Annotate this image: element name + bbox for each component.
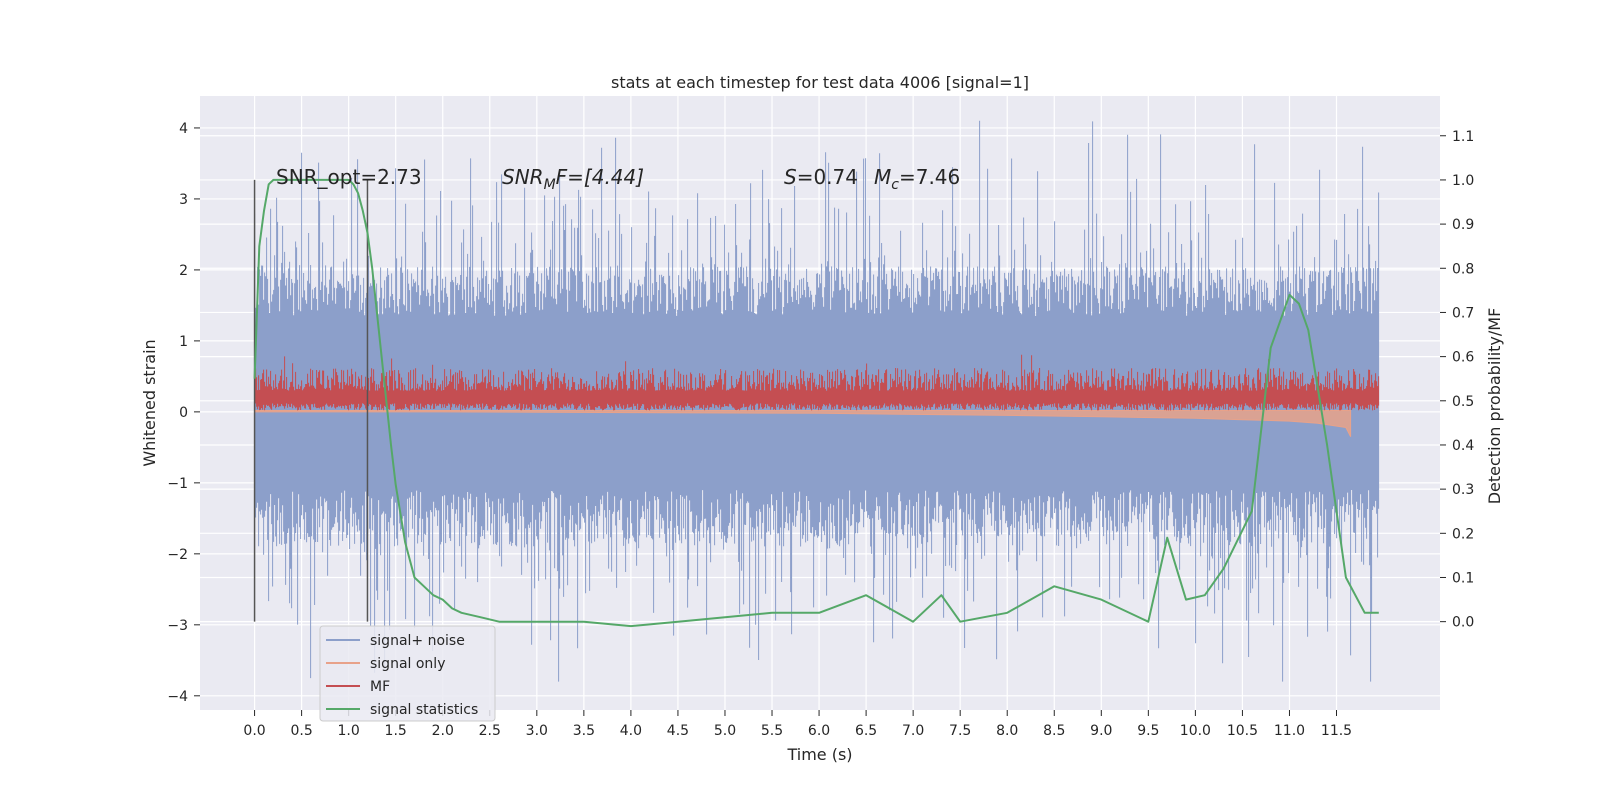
x-axis-label: Time (s)	[786, 745, 852, 764]
chart-title: stats at each timestep for test data 400…	[611, 73, 1029, 92]
y-axis-label: Whitened strain	[140, 339, 159, 466]
y2-tick-label: 1.1	[1452, 129, 1474, 145]
x-tick-label: 4.0	[620, 723, 642, 739]
y-tick-label: 1	[179, 334, 188, 350]
x-ticks: 0.0 0.5 1.0 1.5 2.0 2.5 3.0 3.5 4.0 4.5 5.0 5.5 6.0 6…	[243, 710, 1352, 739]
x-tick-label: 2.0	[432, 723, 454, 739]
x-tick-label: 9.5	[1137, 723, 1159, 739]
y-tick-label: −3	[167, 618, 188, 634]
y2-tick-label: 0.9	[1452, 217, 1474, 233]
x-tick-label: 7.5	[949, 723, 971, 739]
y2-tick-label: 0.2	[1452, 526, 1474, 542]
y2-axis-label: Detection probability/MF	[1485, 308, 1504, 505]
legend-label-signal-noise: signal+ noise	[370, 633, 465, 649]
vertical-markers	[253, 179, 369, 622]
y-tick-label: 4	[179, 121, 188, 137]
snr-mf-annotation: SNRMF=[4.44]	[502, 165, 644, 193]
legend: signal+ noise signal only MF signal stat…	[319, 625, 496, 722]
signal-statistics-series	[253, 178, 1379, 628]
snr-mf-sub: M	[544, 177, 556, 193]
x-tick-label: 4.5	[667, 723, 689, 739]
y2-tick-label: 0.8	[1452, 261, 1474, 277]
x-tick-label: 0.0	[243, 723, 265, 739]
y2-ticks: 1.1 1.0 0.9 0.8 0.7 0.6 0.5 0.4 0.3 0.2 0.1 0.0	[1440, 129, 1474, 631]
x-tick-label: 8.0	[996, 723, 1018, 739]
y2-tick-label: 0.6	[1452, 350, 1474, 366]
snr-mf-name: SNR	[502, 165, 544, 189]
x-tick-label: 9.0	[1090, 723, 1112, 739]
x-tick-label: 0.5	[290, 723, 312, 739]
x-tick-label: 6.5	[855, 723, 877, 739]
snr-opt-annotation: SNR_opt=2.73	[276, 165, 422, 189]
s-value: =0.74	[797, 165, 858, 189]
y-tick-label: 0	[179, 405, 188, 421]
x-tick-label: 11.5	[1321, 723, 1352, 739]
x-tick-label: 7.0	[902, 723, 924, 739]
x-tick-label: 10.0	[1180, 723, 1211, 739]
y2-tick-label: 0.4	[1452, 438, 1474, 454]
snr-mf-rest: F=[4.44]	[556, 165, 644, 189]
s-mc-annotation: S=0.74 Mc=7.46	[784, 165, 960, 193]
x-tick-label: 5.0	[714, 723, 736, 739]
signal-only-line	[254, 410, 1352, 437]
mc-name: M	[874, 165, 891, 189]
legend-box	[319, 625, 496, 722]
y-tick-label: 2	[179, 263, 188, 279]
y2-tick-label: 0.5	[1452, 394, 1474, 410]
mc-value: =7.46	[899, 165, 960, 189]
s-name: S	[784, 165, 797, 189]
x-tick-label: 3.5	[573, 723, 595, 739]
x-tick-label: 6.0	[808, 723, 830, 739]
y-tick-label: −1	[167, 476, 188, 492]
y-tick-label: 3	[179, 192, 188, 208]
y-tick-label: −4	[167, 689, 188, 705]
mc-sub: c	[891, 177, 899, 193]
signal-statistics-line	[253, 178, 1379, 628]
y2-tick-label: 1.0	[1452, 173, 1474, 189]
x-tick-label: 5.5	[761, 723, 783, 739]
signal-only-series	[254, 410, 1352, 437]
x-tick-label: 1.5	[385, 723, 407, 739]
x-tick-label: 11.0	[1274, 723, 1305, 739]
y2-tick-label: 0.1	[1452, 570, 1474, 586]
y2-tick-label: 0.0	[1452, 615, 1474, 631]
x-tick-label: 8.5	[1043, 723, 1065, 739]
legend-label-signal-statistics: signal statistics	[370, 702, 478, 718]
y-tick-label: −2	[167, 547, 188, 563]
y2-tick-label: 0.7	[1452, 305, 1474, 321]
x-tick-label: 1.0	[338, 723, 360, 739]
y-ticks: 4 3 2 1 0 −1 −2 −3 −4	[167, 121, 200, 705]
x-tick-label: 2.5	[479, 723, 501, 739]
x-tick-label: 10.5	[1227, 723, 1258, 739]
y2-tick-label: 0.3	[1452, 482, 1474, 498]
x-tick-label: 3.0	[526, 723, 548, 739]
legend-label-signal-only: signal only	[370, 656, 445, 672]
legend-label-mf: MF	[370, 679, 390, 695]
